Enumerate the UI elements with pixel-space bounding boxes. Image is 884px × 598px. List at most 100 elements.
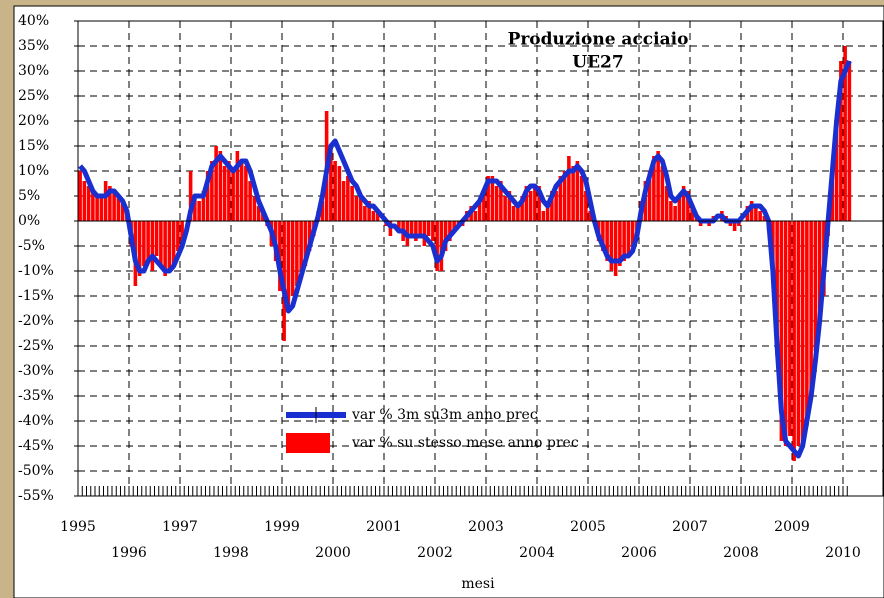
x-tick-label: 2004: [519, 545, 555, 561]
bar: [490, 176, 495, 221]
bar: [499, 181, 503, 221]
chart-title: Produzione acciaio: [508, 30, 689, 50]
bar: [809, 221, 813, 396]
bar: [231, 171, 235, 221]
y-tick-label: 0%: [18, 213, 40, 229]
bar: [337, 166, 342, 221]
y-tick-label: -20%: [18, 313, 54, 329]
bar: [367, 201, 371, 221]
bar: [252, 196, 257, 221]
bar: [813, 221, 818, 351]
bar: [350, 186, 354, 221]
bar: [188, 171, 193, 221]
y-tick-label: -45%: [18, 438, 54, 454]
bar: [609, 221, 614, 271]
x-tick-label: 2009: [774, 519, 810, 535]
bar: [690, 206, 694, 221]
bar: [120, 201, 125, 221]
bar: [82, 181, 87, 221]
bar: [584, 191, 588, 221]
bar: [176, 221, 180, 251]
bar: [622, 221, 626, 261]
legend-swatch: [286, 433, 330, 453]
bar: [159, 221, 163, 266]
bar: [567, 156, 571, 221]
y-tick-label: 25%: [18, 88, 49, 104]
bar: [613, 221, 618, 276]
bar: [792, 221, 796, 461]
bar: [163, 221, 167, 276]
bar: [537, 186, 541, 221]
bar: [116, 196, 121, 221]
bar: [150, 221, 155, 271]
y-tick-label: 40%: [18, 13, 49, 29]
bar: [418, 221, 422, 236]
bar: [426, 221, 431, 236]
bar: [805, 221, 809, 426]
bar: [562, 171, 567, 221]
bar: [214, 146, 218, 221]
bar: [256, 206, 261, 221]
bar: [571, 166, 575, 221]
bar: [660, 166, 665, 221]
bar: [545, 201, 550, 221]
bar: [486, 176, 490, 221]
x-tick-label: 2008: [723, 545, 759, 561]
plot: 40% 35% 30% 25% 20% 15% 10% 5% 0% -5% -10% -15% -20%…: [18, 13, 884, 561]
bar: [630, 221, 635, 246]
y-tick-label: 15%: [18, 138, 49, 154]
bar: [516, 206, 520, 221]
bar: [681, 186, 686, 221]
bar: [197, 201, 201, 221]
x-tick-label: 1997: [162, 519, 198, 535]
bar: [554, 191, 558, 221]
bar: [439, 221, 444, 271]
y-tick-label: 35%: [18, 38, 49, 54]
bar: [783, 221, 788, 446]
line: [78, 60, 852, 459]
bar: [142, 221, 146, 266]
bar: [108, 186, 112, 221]
bar: [154, 221, 159, 256]
bar: [626, 221, 631, 256]
y-tick-label: -10%: [18, 263, 54, 279]
x-tick-label: 1996: [111, 545, 147, 561]
plot-area: [78, 21, 883, 496]
x-tick-label: 1995: [60, 519, 96, 535]
x-tick-label: 1999: [264, 519, 300, 535]
x-tick-label: 2010: [825, 545, 861, 561]
bar: [86, 186, 91, 221]
bar: [290, 221, 295, 296]
bar: [618, 221, 622, 266]
bar: [839, 61, 843, 221]
bar: [91, 191, 95, 221]
bar: [817, 221, 822, 326]
x-tick-label: 2001: [366, 519, 402, 535]
bar: [346, 176, 350, 221]
bar: [524, 186, 529, 221]
bar: [371, 211, 376, 221]
bar: [244, 166, 248, 221]
bar: [193, 196, 197, 221]
bar: [503, 196, 507, 221]
y-tick-label: -55%: [18, 488, 54, 504]
y-tick-label: -35%: [18, 388, 54, 404]
bar: [222, 166, 227, 221]
bar: [171, 221, 176, 266]
bar: [605, 221, 609, 261]
bar: [167, 221, 172, 271]
x-tick-label: 2006: [621, 545, 657, 561]
bar: [834, 121, 839, 221]
bar: [673, 206, 677, 221]
bar: [248, 181, 252, 221]
y-tick-label: 10%: [18, 163, 49, 179]
bar: [533, 186, 537, 221]
bar: [550, 191, 554, 221]
bar: [652, 156, 656, 221]
y-tick-label: -25%: [18, 338, 54, 354]
bar: [477, 201, 482, 221]
bar: [201, 191, 206, 221]
bar: [779, 221, 784, 441]
bar: [218, 151, 223, 221]
